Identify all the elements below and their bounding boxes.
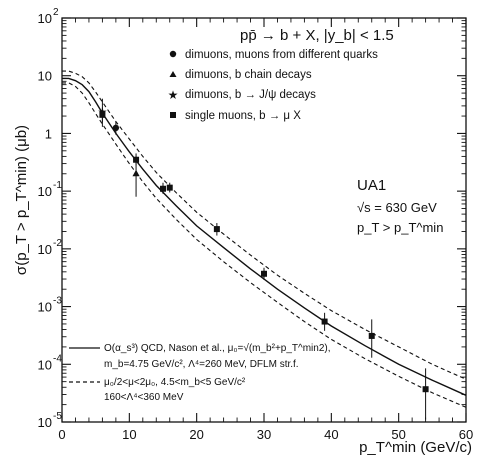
y-tick-exponent: -3 xyxy=(53,296,62,307)
square-marker xyxy=(261,270,267,277)
square-marker xyxy=(213,226,220,233)
y-tick-label: 1 xyxy=(45,126,52,141)
x-tick-label: 60 xyxy=(459,427,473,442)
legend-star-marker: ★ xyxy=(168,88,179,102)
x-axis-label: p_T^min (GeV/c) xyxy=(359,439,472,456)
data-points: ★ xyxy=(97,98,429,420)
square-marker xyxy=(321,318,328,325)
x-tick-label: 20 xyxy=(189,427,203,442)
experiment-info: UA1 √s = 630 GeV p_T > p_T^min xyxy=(357,177,443,235)
x-tick-label: 10 xyxy=(122,427,136,442)
legend-solid-text-2: m_b=4.75 GeV/c², Λ⁴=260 MeV, DFLM str.f. xyxy=(104,359,299,370)
triangle-marker xyxy=(132,169,140,177)
y-tick-exponent: 2 xyxy=(53,7,59,18)
legend-solid-text-1: O(α_s³) QCD, Nason et al., μ₀=√(m_b²+p_T… xyxy=(104,342,331,354)
y-tick-label: 10 xyxy=(38,69,52,84)
x-tick-label: 30 xyxy=(257,427,271,442)
y-tick-label: 10 xyxy=(38,184,52,199)
marker-legend: dimuons, muons from different quarks dim… xyxy=(168,49,378,122)
y-tick-label: 10 xyxy=(38,300,52,315)
chart-title: pp̄ → b + X, |y_b| < 1.5 xyxy=(240,27,394,44)
y-tick-exponent: -5 xyxy=(53,411,62,422)
experiment-name: UA1 xyxy=(357,177,386,194)
legend-label-triangle: dimuons, b chain decays xyxy=(185,69,312,81)
legend-label-circle: dimuons, muons from different quarks xyxy=(185,49,378,61)
experiment-cut: p_T > p_T^min xyxy=(357,220,443,235)
legend-triangle-marker xyxy=(169,71,177,77)
circle-marker xyxy=(112,124,120,132)
square-marker xyxy=(166,184,173,191)
x-tick-label: 0 xyxy=(58,427,65,442)
y-tick-exponent: -2 xyxy=(53,238,62,249)
x-tick-label: 40 xyxy=(324,427,338,442)
axis-ticks xyxy=(61,17,467,423)
y-tick-label: 10 xyxy=(38,357,52,372)
x-tick-label: 50 xyxy=(391,427,405,442)
curve-legend: O(α_s³) QCD, Nason et al., μ₀=√(m_b²+p_T… xyxy=(69,342,331,403)
legend-circle-marker xyxy=(169,50,177,58)
y-axis-label: σ(p_T > p_T^min) (μb) xyxy=(13,125,30,275)
y-tick-label: 10 xyxy=(38,11,52,26)
square-marker xyxy=(99,111,106,118)
experiment-energy: √s = 630 GeV xyxy=(357,200,437,215)
legend-label-star: dimuons, b → J/ψ decays xyxy=(185,89,316,101)
qcd-central-curve xyxy=(62,77,467,396)
qcd-band-curve xyxy=(62,82,467,408)
square-marker xyxy=(133,156,140,163)
x-tick-labels: 0 10 20 30 40 50 60 xyxy=(58,427,473,442)
square-marker xyxy=(160,185,166,192)
legend-dashed-text-2: 160<Λ⁴<360 MeV xyxy=(104,392,184,403)
square-marker xyxy=(368,332,375,339)
legend-square-marker xyxy=(170,112,176,118)
legend-dashed-text-1: μ₀/2<μ<2μ₀, 4.5<m_b<5 GeV/c² xyxy=(104,377,246,388)
y-tick-exponent: -4 xyxy=(53,353,62,364)
theory-curves xyxy=(62,70,467,408)
y-tick-label: 10 xyxy=(38,242,52,257)
y-tick-label: 10 xyxy=(38,415,52,430)
square-marker xyxy=(422,386,429,393)
y-tick-exponent: -1 xyxy=(53,180,62,191)
legend-label-square: single muons, b → μ X xyxy=(185,110,301,122)
qcd-band-curve xyxy=(62,70,467,380)
